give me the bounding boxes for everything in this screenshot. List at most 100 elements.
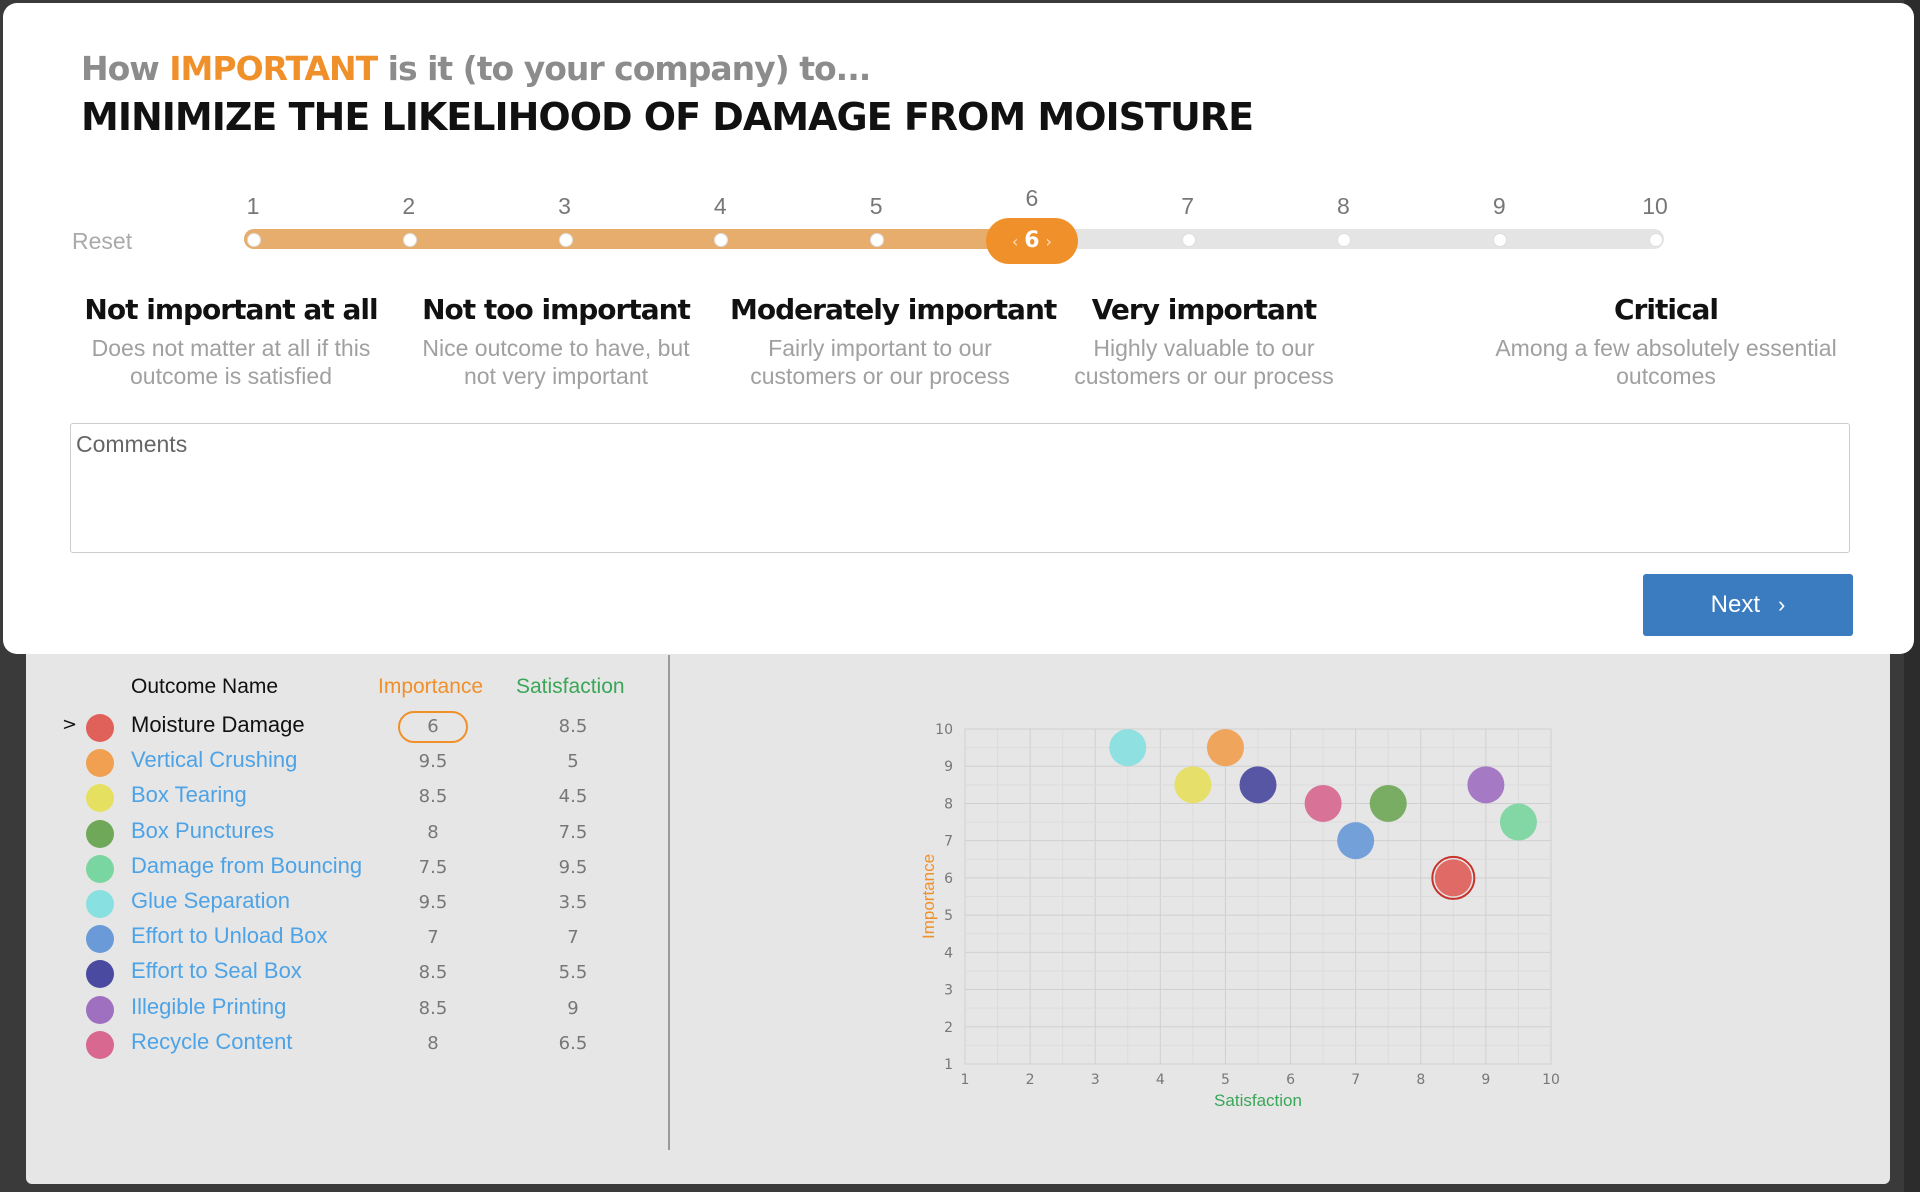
slider-tick-label[interactable]: 6 <box>1025 185 1039 211</box>
outcome-name[interactable]: Illegible Printing <box>131 993 287 1019</box>
category-description: Among a few absolutely essential outcomes <box>1495 335 1837 389</box>
slider-tick-label[interactable]: 10 <box>1642 193 1668 219</box>
outcome-color-dot <box>86 960 114 989</box>
outcome-color-dot <box>86 1030 114 1059</box>
results-panel <box>26 560 1890 1184</box>
slider-tick-label[interactable]: 7 <box>1181 193 1195 219</box>
y-tick-label: 4 <box>944 945 953 961</box>
next-button[interactable]: Next › <box>1643 574 1853 636</box>
outcome-name[interactable]: Effort to Unload Box <box>131 923 328 949</box>
outcome-name[interactable]: Glue Separation <box>131 888 290 913</box>
satisfaction-value: 4.5 <box>558 786 588 808</box>
slider-tick-label[interactable]: 5 <box>869 193 883 219</box>
y-axis-label: Importance <box>919 854 938 939</box>
outcome-name[interactable]: Effort to Seal Box <box>131 958 302 984</box>
y-tick-label: 5 <box>944 908 953 924</box>
slider-tick-dot[interactable] <box>870 233 885 247</box>
category-title: Not too important <box>422 293 691 326</box>
thumb-left-arrow-icon: ‹ <box>1011 232 1019 251</box>
outcome-name[interactable]: Box Punctures <box>131 817 275 843</box>
outcome-color-dot <box>86 819 114 848</box>
slider-tick-dot[interactable] <box>1493 233 1508 247</box>
slider-tick-label[interactable]: 2 <box>402 193 416 219</box>
slider-tick-dot[interactable] <box>402 233 417 247</box>
question-heading: How IMPORTANT is it (to your company) to… <box>81 49 871 88</box>
importance-value: 9.5 <box>418 751 448 773</box>
active-row-caret-icon: > <box>62 714 78 735</box>
y-tick-label: 3 <box>944 983 953 999</box>
slider-thumb[interactable]: ‹ 6 › <box>985 218 1078 264</box>
thumb-value: 6 <box>1024 228 1040 253</box>
importance-value: 8.5 <box>418 962 448 984</box>
y-tick-label: 1 <box>944 1057 953 1073</box>
y-tick-label: 7 <box>944 834 953 850</box>
scatter-point <box>1434 859 1472 897</box>
next-label: Next <box>1710 591 1761 618</box>
importance-category: Moderately important Fairly important to … <box>730 293 1057 390</box>
category-title: Not important at all <box>84 293 378 326</box>
scatter-point <box>1467 766 1505 804</box>
outcome-color-dot <box>86 749 114 778</box>
x-tick-label: 5 <box>1221 1072 1230 1088</box>
satisfaction-value: 5 <box>567 751 579 773</box>
outcome-color-dot <box>86 995 114 1024</box>
table-row[interactable]: Damage from Bouncing 7.5 9.5 <box>0 851 660 886</box>
thumb-right-arrow-icon: › <box>1045 232 1052 251</box>
question-highlight: IMPORTANT <box>169 49 378 88</box>
table-row[interactable]: Illegible Printing 8.5 9 <box>0 992 660 1027</box>
slider-tick-label[interactable]: 8 <box>1337 193 1350 219</box>
x-tick-label: 9 <box>1481 1072 1490 1088</box>
outcome-title: MINIMIZE THE LIKELIHOOD OF DAMAGE FROM M… <box>81 95 1254 139</box>
outcome-name[interactable]: Vertical Crushing <box>131 747 298 773</box>
header-satisfaction[interactable]: Satisfaction <box>516 675 625 698</box>
x-tick-label: 8 <box>1416 1072 1425 1088</box>
importance-value: 8.5 <box>418 997 448 1019</box>
comments-field[interactable]: Comments <box>70 423 1850 553</box>
slider-tick-dot[interactable] <box>714 233 729 247</box>
satisfaction-value: 9 <box>567 997 579 1019</box>
importance-value: 7.5 <box>418 856 448 878</box>
importance-category: Very important Highly valuable to our cust… <box>1054 293 1354 390</box>
satisfaction-value: 6.5 <box>558 1032 588 1054</box>
header-importance[interactable]: Importance <box>378 675 484 698</box>
slider-tick-dot[interactable] <box>558 233 573 247</box>
scatter-point <box>1206 729 1244 767</box>
table-row[interactable]: > Moisture Damage 6 8.5 <box>0 710 660 745</box>
importance-slider-fill <box>244 229 1032 249</box>
outcome-color-dot <box>86 890 114 918</box>
table-row[interactable]: Glue Separation 9.5 3.5 <box>0 886 660 921</box>
scatter-point <box>1304 784 1342 822</box>
x-tick-label: 4 <box>1156 1072 1165 1088</box>
table-row[interactable]: Effort to Seal Box 8.5 5.5 <box>0 956 660 991</box>
slider-tick-label[interactable]: 3 <box>558 193 571 219</box>
outcome-name[interactable]: Damage from Bouncing <box>131 852 363 878</box>
category-description: Fairly important to our customers or our … <box>750 335 1010 389</box>
slider-tick-dot[interactable] <box>1181 233 1196 247</box>
table-row[interactable]: Recycle Content 8 6.5 <box>0 1027 660 1062</box>
slider-tick-dot[interactable] <box>1337 233 1352 247</box>
importance-value: 9.5 <box>418 892 448 913</box>
slider-tick-label[interactable]: 4 <box>713 193 727 219</box>
slider-tick-dot[interactable] <box>1649 233 1663 247</box>
highlight-ring <box>1431 855 1476 900</box>
y-tick-label: 6 <box>944 871 953 887</box>
table-row[interactable]: Effort to Unload Box 7 7 <box>0 921 660 956</box>
table-row[interactable]: Box Punctures 8 7.5 <box>0 816 660 851</box>
outcome-color-dot <box>86 714 114 742</box>
outcome-name[interactable]: Box Tearing <box>131 782 247 808</box>
category-description: Nice outcome to have, but not very import… <box>422 335 690 389</box>
satisfaction-value: 8.5 <box>558 716 588 737</box>
table-row[interactable]: Vertical Crushing 9.5 5 <box>0 745 660 780</box>
scatter-point <box>1499 803 1537 841</box>
reset-button[interactable]: Reset <box>72 228 133 254</box>
slider-tick-label[interactable]: 1 <box>246 193 260 219</box>
slider-tick-label[interactable]: 9 <box>1492 193 1506 219</box>
table-row[interactable]: Box Tearing 8.5 4.5 <box>0 780 660 815</box>
outcome-name[interactable]: Recycle Content <box>131 1028 293 1054</box>
x-tick-label: 6 <box>1286 1072 1295 1088</box>
importance-value: 6 <box>398 711 468 743</box>
importance-category: Critical Among a few absolutely essential… <box>1476 293 1856 390</box>
x-tick-label: 10 <box>1542 1072 1560 1088</box>
slider-tick-dot[interactable] <box>247 233 261 247</box>
scatter-point <box>1239 766 1277 804</box>
